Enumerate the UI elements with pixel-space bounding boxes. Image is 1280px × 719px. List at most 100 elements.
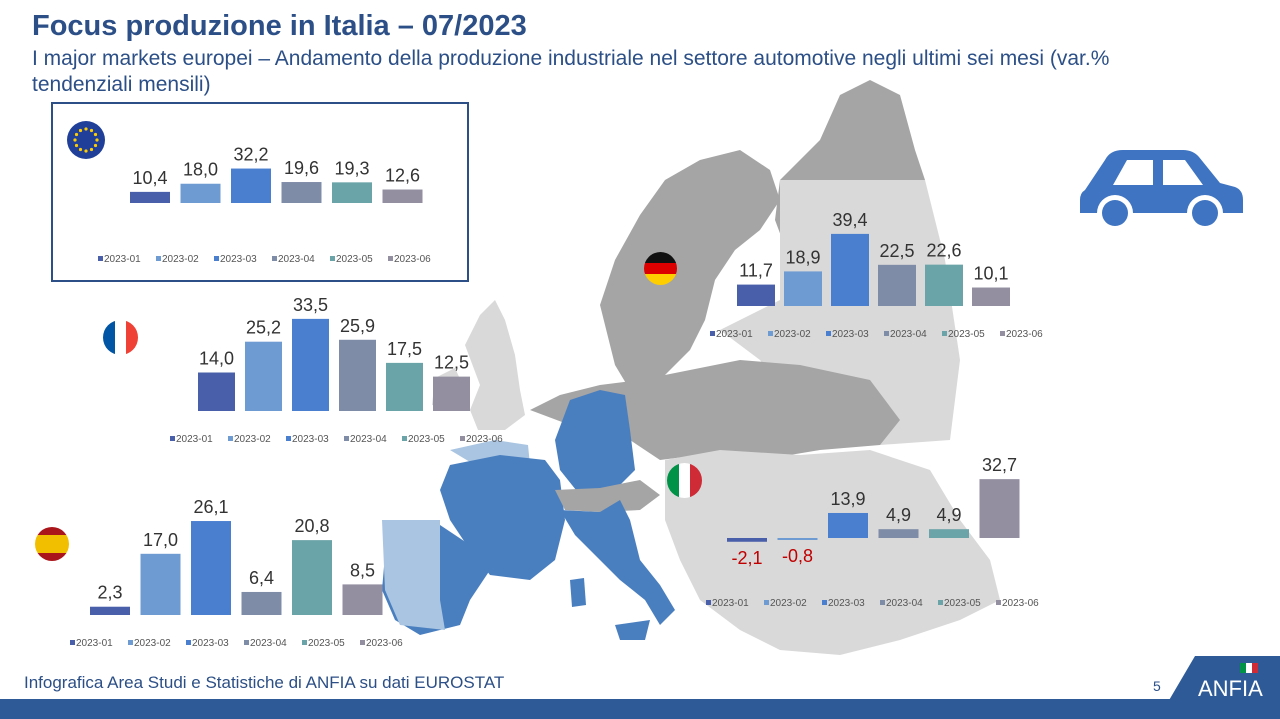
eu-legend-swatch-2023-03 [214, 256, 219, 261]
spain-value-label-2023-05: 20,8 [294, 516, 329, 536]
germany-value-label-2023-03: 39,4 [832, 210, 867, 230]
spain-value-label-2023-06: 8,5 [350, 560, 375, 580]
spain-bar-2023-05 [292, 540, 332, 615]
eu-legend-swatch-2023-05 [330, 256, 335, 261]
germany-legend-label-2023-05: 2023-05 [948, 329, 985, 340]
eu-bar-2023-02 [180, 183, 221, 203]
germany-legend-swatch-2023-01 [710, 331, 715, 336]
italy-production-chart: -2,1 -0,8 13,9 4,9 4,9 32,7 2023-01 2023-02 2023… [706, 455, 1039, 609]
italy-legend-label-2023-03: 2023-03 [828, 598, 865, 609]
france-bar-2023-05 [386, 362, 423, 411]
spain-legend-swatch-2023-02 [128, 640, 133, 645]
eu-legend-label-2023-04: 2023-04 [278, 254, 315, 265]
germany-value-label-2023-05: 22,6 [926, 241, 961, 261]
italy-legend-label-2023-04: 2023-04 [886, 598, 923, 609]
italy-bar-2023-02 [777, 538, 818, 540]
italy-legend-label-2023-05: 2023-05 [944, 598, 981, 609]
spain-legend-swatch-2023-06 [360, 640, 365, 645]
page-subtitle: I major markets europei – Andamento dell… [32, 47, 1110, 96]
italy-bar-2023-05 [929, 529, 969, 538]
eu-value-label-2023-04: 19,6 [284, 158, 319, 178]
italy-legend-label-2023-02: 2023-02 [770, 598, 807, 609]
spain-bar-2023-04 [241, 591, 282, 615]
eu-value-label-2023-06: 12,6 [385, 166, 420, 186]
eu-value-label-2023-03: 32,2 [233, 145, 268, 165]
spain-bar-2023-03 [191, 521, 231, 615]
eu-bar-2023-01 [130, 191, 170, 203]
germany-legend-swatch-2023-04 [884, 331, 889, 336]
france-value-label-2023-06: 12,5 [434, 353, 469, 373]
france-legend-label-2023-01: 2023-01 [176, 434, 213, 445]
spain-value-label-2023-04: 6,4 [249, 568, 274, 588]
italy-value-label-2023-02: -0,8 [782, 546, 813, 566]
germany-legend-swatch-2023-06 [1000, 331, 1005, 336]
italy-legend-swatch-2023-03 [822, 600, 827, 605]
spain-legend-swatch-2023-04 [244, 640, 249, 645]
italy-value-label-2023-05: 4,9 [936, 505, 961, 525]
france-value-label-2023-03: 33,5 [293, 295, 328, 315]
italy-bar-2023-06 [979, 479, 1020, 538]
italy-value-label-2023-06: 32,7 [982, 455, 1017, 475]
germany-value-label-2023-06: 10,1 [973, 264, 1008, 284]
eu-legend-label-2023-02: 2023-02 [162, 254, 199, 265]
germany-production-chart: 11,7 18,9 39,4 22,5 22,6 10,1 2023-01 2023-02 20… [710, 210, 1043, 340]
italy-legend-swatch-2023-04 [880, 600, 885, 605]
germany-bar-2023-04 [878, 264, 916, 306]
germany-flag-icon [644, 252, 677, 285]
eu-bar-2023-03 [231, 168, 271, 203]
france-legend-swatch-2023-01 [170, 436, 175, 441]
eu-bar-2023-05 [332, 182, 372, 203]
eu-bar-2023-04 [281, 182, 322, 203]
map-scandinavia [600, 150, 780, 390]
map-alps [555, 480, 660, 512]
france-legend-swatch-2023-03 [286, 436, 291, 441]
map-sardinia [570, 578, 586, 607]
italy-value-label-2023-04: 4,9 [886, 505, 911, 525]
germany-legend-label-2023-04: 2023-04 [890, 329, 927, 340]
eu-bar-2023-06 [382, 189, 423, 203]
eu-value-label-2023-05: 19,3 [334, 158, 369, 178]
france-bar-2023-03 [292, 318, 329, 411]
source-footer-text: Infografica Area Studi e Statistiche di … [24, 673, 505, 692]
france-value-label-2023-02: 25,2 [246, 318, 281, 338]
page-number: 5 [1153, 678, 1161, 694]
spain-legend-swatch-2023-05 [302, 640, 307, 645]
italy-legend-label-2023-01: 2023-01 [712, 598, 749, 609]
eu-legend-swatch-2023-01 [98, 256, 103, 261]
eu-legend-swatch-2023-04 [272, 256, 277, 261]
france-value-label-2023-01: 14,0 [199, 349, 234, 369]
germany-value-label-2023-01: 11,7 [739, 261, 773, 281]
spain-production-chart: 2,3 17,0 26,1 6,4 20,8 8,5 2023-01 2023-02 2023-… [70, 497, 403, 649]
spain-legend-label-2023-04: 2023-04 [250, 638, 287, 649]
germany-bar-2023-03 [831, 233, 869, 306]
france-value-label-2023-04: 25,9 [340, 316, 375, 336]
map-balkans [665, 450, 1000, 655]
svg-text:ANFIA: ANFIA [1198, 676, 1263, 701]
france-legend-label-2023-02: 2023-02 [234, 434, 271, 445]
france-legend-label-2023-03: 2023-03 [292, 434, 329, 445]
france-legend-label-2023-06: 2023-06 [466, 434, 503, 445]
italy-legend-swatch-2023-01 [706, 600, 711, 605]
spain-bar-2023-01 [90, 606, 130, 615]
eu-legend-label-2023-01: 2023-01 [104, 254, 141, 265]
page-title: Focus produzione in Italia – 07/2023 [32, 10, 527, 42]
france-legend-swatch-2023-04 [344, 436, 349, 441]
eu-flag-icon [67, 121, 105, 159]
france-legend-label-2023-04: 2023-04 [350, 434, 387, 445]
spain-legend-label-2023-05: 2023-05 [308, 638, 345, 649]
germany-legend-swatch-2023-05 [942, 331, 947, 336]
spain-legend-label-2023-01: 2023-01 [76, 638, 113, 649]
spain-legend-swatch-2023-01 [70, 640, 75, 645]
spain-bar-2023-06 [342, 584, 383, 615]
france-legend-swatch-2023-05 [402, 436, 407, 441]
eu-legend-label-2023-03: 2023-03 [220, 254, 257, 265]
germany-value-label-2023-04: 22,5 [879, 241, 914, 261]
map-germany [555, 390, 635, 495]
france-bar-2023-06 [433, 376, 470, 411]
france-legend-swatch-2023-06 [460, 436, 465, 441]
germany-legend-label-2023-06: 2023-06 [1006, 329, 1043, 340]
spain-legend-swatch-2023-03 [186, 640, 191, 645]
germany-bar-2023-01 [737, 284, 775, 306]
italy-legend-swatch-2023-06 [996, 600, 1001, 605]
